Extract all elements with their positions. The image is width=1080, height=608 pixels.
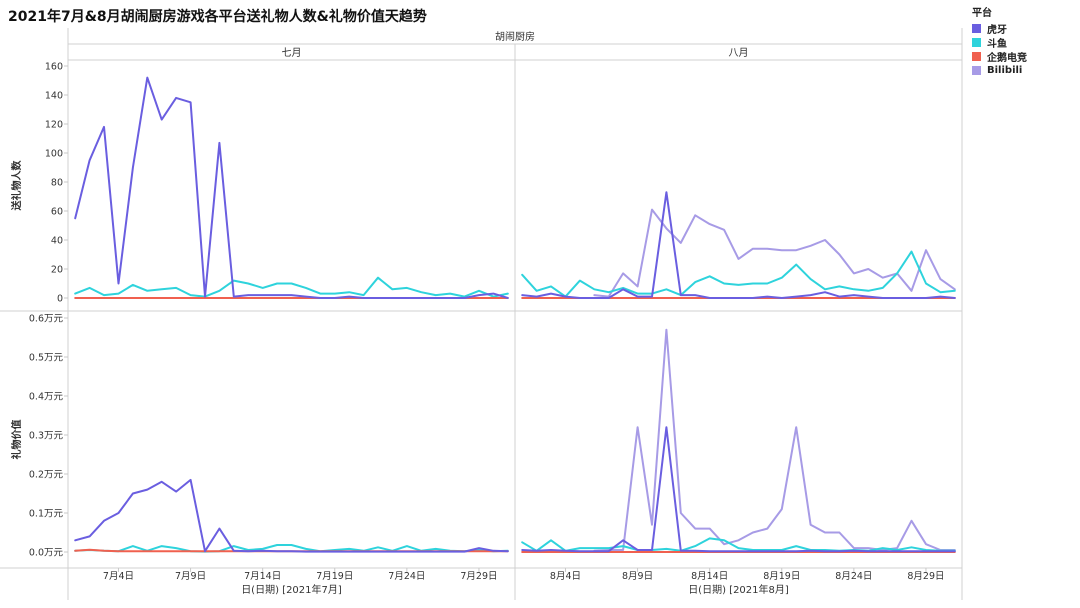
legend-item-huya[interactable]: 虎牙 xyxy=(972,21,1027,36)
legend-label-huya: 虎牙 xyxy=(987,24,1007,36)
x-tick-label: 8月19日 xyxy=(763,571,800,582)
series-line-斗鱼-0 xyxy=(74,276,509,298)
x-tick-label: 8月9日 xyxy=(622,571,653,582)
y-tick-label: 0.4万元 xyxy=(29,392,64,403)
legend-swatch-douyu xyxy=(972,37,981,47)
y-tick-label: 0 xyxy=(57,294,63,305)
column-title-1: 八月 xyxy=(729,47,749,59)
y-tick-label: 20 xyxy=(51,265,63,276)
legend-swatch-bilibili xyxy=(972,65,981,75)
x-axis-title-0: 日(日期) [2021年7月] xyxy=(241,583,342,596)
legend-swatch-egame xyxy=(972,51,981,61)
row-label-1: 礼物价值 xyxy=(10,420,23,460)
y-tick-label: 60 xyxy=(51,207,63,218)
legend: 平台 虎牙 斗鱼 企鹅电竞 Bilibili xyxy=(972,4,1027,77)
legend-swatch-huya xyxy=(972,23,981,33)
x-axis-title-1: 日(日期) [2021年8月] xyxy=(688,583,789,596)
y-tick-label: 40 xyxy=(51,236,63,247)
y-tick-label: 140 xyxy=(45,91,63,102)
series-line-虎牙-1 xyxy=(521,191,956,299)
column-title-0: 七月 xyxy=(282,47,302,59)
y-tick-label: 0.1万元 xyxy=(29,509,64,520)
series-line-虎牙-2 xyxy=(74,478,509,553)
x-tick-label: 8月29日 xyxy=(907,571,944,582)
x-tick-label: 8月14日 xyxy=(691,571,728,582)
legend-label-egame: 企鹅电竞 xyxy=(987,52,1027,64)
chart-title: 2021年7月&8月胡闹厨房游戏各平台送礼物人数&礼物价值天趋势 xyxy=(8,9,427,25)
y-tick-label: 160 xyxy=(45,62,63,73)
x-tick-label: 7月29日 xyxy=(460,571,497,582)
y-tick-label: 0.0万元 xyxy=(29,548,64,559)
series-line-斗鱼-3 xyxy=(521,537,956,552)
y-tick-label: 0.5万元 xyxy=(29,353,64,364)
series-line-斗鱼-1 xyxy=(521,250,956,298)
legend-title: 平台 xyxy=(972,8,992,19)
legend-label-bilibili: Bilibili xyxy=(987,64,1023,76)
legend-item-douyu[interactable]: 斗鱼 xyxy=(972,35,1027,50)
x-tick-label: 7月9日 xyxy=(175,571,206,582)
series-line-Bilibili-3 xyxy=(593,328,956,552)
legend-label-douyu: 斗鱼 xyxy=(987,38,1007,50)
series-line-虎牙-3 xyxy=(521,426,956,553)
x-tick-label: 7月19日 xyxy=(316,571,353,582)
x-tick-label: 8月4日 xyxy=(550,571,581,582)
y-tick-label: 80 xyxy=(51,178,63,189)
y-tick-label: 0.6万元 xyxy=(29,314,64,325)
y-tick-label: 100 xyxy=(45,149,63,160)
series-line-Bilibili-1 xyxy=(593,208,956,298)
x-tick-label: 7月4日 xyxy=(103,571,134,582)
legend-item-egame[interactable]: 企鹅电竞 xyxy=(972,49,1027,64)
x-tick-label: 7月14日 xyxy=(244,571,281,582)
group-title: 胡闹厨房 xyxy=(495,30,535,43)
legend-item-bilibili[interactable]: Bilibili xyxy=(972,63,1027,77)
row-label-0: 送礼物人数 xyxy=(10,160,23,212)
x-tick-label: 7月24日 xyxy=(388,571,425,582)
x-tick-label: 8月24日 xyxy=(835,571,872,582)
y-tick-label: 120 xyxy=(45,120,63,131)
series-line-虎牙-0 xyxy=(74,76,509,299)
y-tick-label: 0.2万元 xyxy=(29,470,64,481)
y-tick-label: 0.3万元 xyxy=(29,431,64,442)
